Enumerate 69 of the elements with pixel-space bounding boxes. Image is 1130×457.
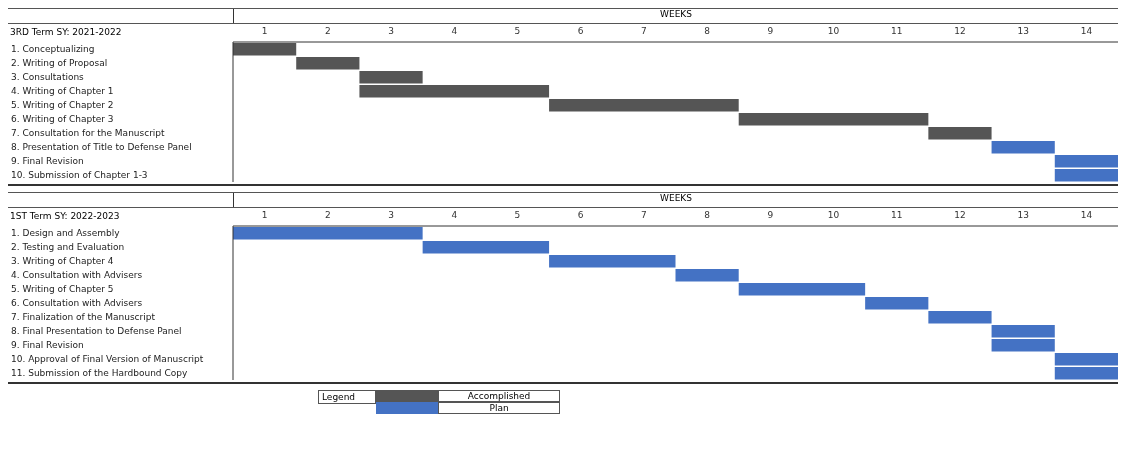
bar: [296, 57, 360, 70]
bar: [422, 241, 550, 254]
y-tick-label: 6. Writing of Chapter 3: [11, 114, 114, 124]
x-axis-title: WEEKS: [659, 9, 693, 21]
y-tick-label: 3. Writing of Chapter 4: [11, 256, 114, 266]
y-tick-label: 4. Writing of Chapter 1: [11, 86, 114, 96]
y-tick-label: 6. Consultation with Advisers: [11, 298, 143, 308]
bar: [991, 141, 1055, 154]
x-axis-title: WEEKS: [659, 193, 693, 205]
x-tick-label: 9: [767, 26, 774, 36]
y-tick-label: 8. Presentation of Title to Defense Panel: [11, 142, 192, 152]
bar: [233, 43, 297, 56]
bar: [928, 311, 992, 324]
bar: [738, 113, 929, 126]
x-tick-label: 11: [891, 210, 903, 220]
x-tick-label: 6: [577, 210, 584, 220]
bar: [738, 283, 866, 296]
x-tick-label: 2: [324, 210, 331, 220]
y-tick-label: 2. Testing and Evaluation: [11, 242, 125, 252]
x-tick-label: 12: [954, 210, 966, 220]
x-tick-label: 8: [704, 26, 711, 36]
x-tick-label: 4: [451, 26, 458, 36]
x-tick-label: 11: [891, 26, 903, 36]
x-tick-label: 9: [767, 210, 774, 220]
x-tick-label: 5: [514, 210, 521, 220]
bar: [865, 297, 929, 310]
x-tick-label: 7: [641, 26, 647, 36]
y-tick-label: 2. Writing of Proposal: [11, 58, 108, 68]
y-tick-label: 8. Final Presentation to Defense Panel: [11, 326, 182, 336]
y-tick-label: 7. Consultation for the Manuscript: [11, 128, 166, 138]
x-tick-label: 3: [388, 210, 394, 220]
y-tick-label: 11. Submission of the Hardbound Copy: [11, 368, 188, 378]
text: Accomplished: [438, 390, 561, 402]
y-tick-label: 5. Writing of Chapter 2: [11, 100, 114, 110]
text: Legend: [318, 390, 377, 404]
x-tick-label: 6: [577, 26, 584, 36]
y-tick-label: 1. Design and Assembly: [11, 228, 121, 238]
bar: [928, 127, 992, 140]
x-tick-label: 2: [324, 26, 331, 36]
y-tick-label: 1. Conceptualizing: [11, 44, 95, 54]
x-tick-label: 10: [827, 210, 840, 220]
x-tick-label: 4: [451, 210, 458, 220]
x-tick-label: 7: [641, 210, 647, 220]
x-tick-label: 14: [1080, 26, 1093, 36]
y-tick-label: 4. Consultation with Advisers: [11, 270, 143, 280]
y-tick-label: 10. Submission of Chapter 1-3: [11, 170, 148, 180]
bar: [549, 255, 676, 268]
bar: [675, 269, 739, 282]
x-tick-label: 14: [1080, 210, 1093, 220]
y-tick-label: 3. Consultations: [11, 72, 85, 82]
text: Plan: [438, 402, 561, 414]
x-tick-label: 3: [388, 26, 394, 36]
x-tick-label: 13: [1017, 210, 1029, 220]
x-tick-label: 8: [704, 210, 711, 220]
y-tick-label: 5. Writing of Chapter 5: [11, 284, 114, 294]
x-tick-label: 13: [1017, 26, 1029, 36]
y-axis-title: 1ST Term SY: 2022-2023: [10, 210, 121, 223]
y-tick-label: 10. Approval of Final Version of Manuscript: [11, 354, 204, 364]
y-axis-title: 3RD Term SY: 2021-2022: [10, 26, 123, 39]
y-tick-label: 7. Finalization of the Manuscript: [11, 312, 156, 322]
y-tick-label: 9. Final Revision: [11, 340, 84, 350]
bar: [549, 99, 739, 112]
x-tick-label: 1: [261, 26, 268, 36]
x-tick-label: 1: [261, 210, 268, 220]
y-tick-label: 9. Final Revision: [11, 156, 84, 166]
x-tick-label: 5: [514, 26, 521, 36]
x-tick-label: 12: [954, 26, 966, 36]
bar: [233, 227, 423, 240]
x-tick-label: 10: [827, 26, 840, 36]
